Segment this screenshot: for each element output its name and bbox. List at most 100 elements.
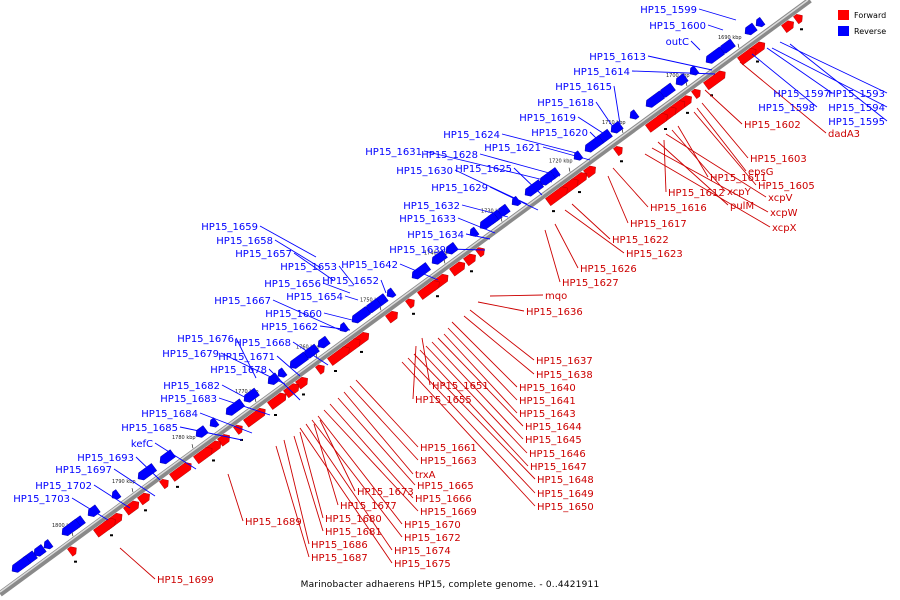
forward-gene-label: dadA3 xyxy=(828,129,860,140)
forward-gene-label: pulM xyxy=(730,201,754,212)
feature-marker xyxy=(274,414,277,416)
reverse-gene-label: HP15_1662 xyxy=(261,322,318,333)
reverse-gene-label: HP15_1703 xyxy=(13,494,70,505)
forward-gene-label: HP15_1603 xyxy=(750,154,807,165)
forward-gene-arrow xyxy=(781,20,794,33)
tick-label: 1760 kbp xyxy=(296,344,320,350)
reverse-leader-line xyxy=(154,442,197,470)
forward-leader-line xyxy=(704,89,743,125)
feature-marker xyxy=(686,111,689,114)
forward-leader-line xyxy=(657,141,729,206)
forward-leader-line xyxy=(337,397,416,486)
reverse-gene-label: HP15_1684 xyxy=(141,409,198,420)
forward-gene-label: xcpV xyxy=(768,193,793,204)
feature-marker xyxy=(470,270,473,273)
forward-gene-label: trxA xyxy=(415,470,436,481)
forward-gene-label: HP15_1605 xyxy=(758,181,815,192)
forward-leader-line xyxy=(421,337,431,386)
reverse-gene-label: HP15_1658 xyxy=(216,236,273,247)
forward-gene-label: HP15_1622 xyxy=(612,235,669,246)
forward-gene-label: HP15_1648 xyxy=(537,475,594,486)
forward-leader-line xyxy=(489,294,544,297)
forward-gene-label: xcpW xyxy=(770,208,798,219)
reverse-leader-line xyxy=(457,217,496,234)
forward-leader-line xyxy=(701,102,749,159)
reverse-gene-arrow xyxy=(289,351,310,369)
tick-mark xyxy=(568,167,571,172)
label-leaders xyxy=(71,8,888,580)
forward-leader-line xyxy=(571,203,611,240)
forward-leader-line xyxy=(299,427,393,564)
reverse-gene-arrow xyxy=(61,518,82,537)
reverse-leader-line xyxy=(707,24,724,31)
forward-leader-line xyxy=(443,333,518,414)
legend-label-forward: Forward xyxy=(854,11,886,20)
forward-leader-line xyxy=(612,167,649,208)
reverse-gene-label: HP15_1613 xyxy=(589,52,646,63)
reverse-gene-label: HP15_1619 xyxy=(519,113,576,124)
reverse-leader-line xyxy=(293,252,334,281)
reverse-leader-line xyxy=(771,47,888,108)
forward-leader-line xyxy=(554,223,579,269)
forward-gene-label: HP15_1616 xyxy=(650,203,707,214)
legend-swatch-reverse xyxy=(838,26,849,36)
forward-gene-label: HP15_1665 xyxy=(417,481,474,492)
forward-gene-label: mqo xyxy=(545,291,567,302)
reverse-leader-line xyxy=(276,355,301,377)
reverse-gene-label: HP15_1693 xyxy=(77,453,134,464)
reverse-leader-line xyxy=(272,299,341,331)
forward-gene-label: HP15_1627 xyxy=(562,278,619,289)
forward-leader-line xyxy=(343,391,414,475)
forward-leader-line xyxy=(313,423,339,506)
reverse-leader-line xyxy=(690,40,701,51)
forward-leader-line xyxy=(477,301,525,312)
reverse-gene-label: HP15_1593 xyxy=(828,89,885,100)
tick-label: 1800 kbp xyxy=(52,523,76,529)
forward-gene-label: HP15_1672 xyxy=(404,533,461,544)
reverse-leader-line xyxy=(322,282,351,294)
reverse-leader-line xyxy=(323,312,353,321)
feature-marker xyxy=(552,210,555,213)
tick-label: 1730 kbp xyxy=(481,209,505,215)
tick-mark xyxy=(131,488,134,493)
reverse-leader-line xyxy=(789,43,888,122)
feature-marker xyxy=(360,350,363,353)
forward-leader-line xyxy=(319,419,356,492)
reverse-leader-line xyxy=(447,248,486,251)
forward-gene-label: HP15_1666 xyxy=(415,494,472,505)
forward-gene-arrow xyxy=(691,88,701,99)
forward-leader-line xyxy=(275,445,310,558)
forward-leader-line xyxy=(696,107,747,172)
forward-gene-arrow xyxy=(417,280,440,300)
forward-gene-label: HP15_1681 xyxy=(325,527,382,538)
reverse-gene-label: outC xyxy=(666,37,689,48)
forward-gene-label: HP15_1675 xyxy=(394,559,451,570)
reverse-leader-line xyxy=(542,146,591,161)
tick-label: 1690 kbp xyxy=(718,35,742,41)
feature-marker xyxy=(412,312,415,315)
forward-leader-line xyxy=(119,547,156,580)
reverse-leader-line xyxy=(338,265,355,286)
reverse-leader-line xyxy=(577,116,610,138)
reverse-gene-arrow xyxy=(445,241,459,255)
forward-gene-label: HP15_1663 xyxy=(420,456,477,467)
forward-gene-label: HP15_1649 xyxy=(537,489,594,500)
reverse-leader-line xyxy=(221,384,251,401)
feature-marker xyxy=(756,60,759,63)
reverse-gene-label: HP15_1659 xyxy=(201,222,258,233)
reverse-leader-line xyxy=(319,325,351,331)
reverse-gene-label: HP15_1667 xyxy=(214,296,271,307)
reverse-gene-label: HP15_1600 xyxy=(649,21,706,32)
reverse-gene-label: HP15_1642 xyxy=(341,260,398,271)
forward-gene-arrow xyxy=(793,14,803,25)
forward-gene-label: HP15_1640 xyxy=(519,383,576,394)
reverse-leader-line xyxy=(595,101,616,131)
forward-leader-line xyxy=(317,415,403,525)
reverse-gene-arrow xyxy=(755,16,766,28)
feature-marker xyxy=(620,160,623,163)
reverse-leader-line xyxy=(71,497,109,521)
forward-leader-line xyxy=(305,423,393,551)
tick-label: 1720 kbp xyxy=(549,159,573,165)
forward-gene-label: HP15_1641 xyxy=(519,396,576,407)
